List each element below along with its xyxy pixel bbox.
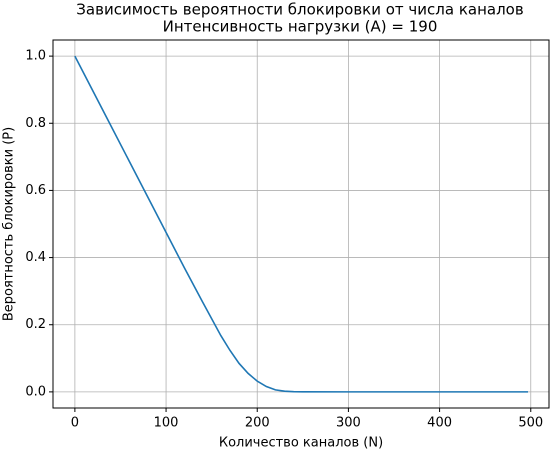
x-axis-label: Количество каналов (N) <box>219 436 383 451</box>
chart-subtitle: Интенсивность нагрузки (A) = 190 <box>163 18 438 36</box>
x-tick-label: 300 <box>336 416 361 431</box>
y-tick-label: 0.4 <box>25 250 46 265</box>
x-tick-label: 200 <box>245 416 270 431</box>
y-tick-label: 0.0 <box>25 384 46 399</box>
y-axis-label: Вероятность блокировки (P) <box>2 127 17 321</box>
chart-title: Зависимость вероятности блокировки от чи… <box>76 1 523 19</box>
y-tick-label: 0.6 <box>25 183 46 198</box>
plot-frame <box>52 39 550 409</box>
data-line <box>74 55 529 393</box>
y-tick-label: 0.8 <box>25 116 46 131</box>
y-tick-label: 0.2 <box>25 317 46 332</box>
x-tick-label: 100 <box>154 416 179 431</box>
y-tick-label: 1.0 <box>25 49 46 64</box>
x-tick-label: 500 <box>518 416 543 431</box>
x-tick-label: 0 <box>71 416 79 431</box>
x-tick-label: 400 <box>427 416 452 431</box>
